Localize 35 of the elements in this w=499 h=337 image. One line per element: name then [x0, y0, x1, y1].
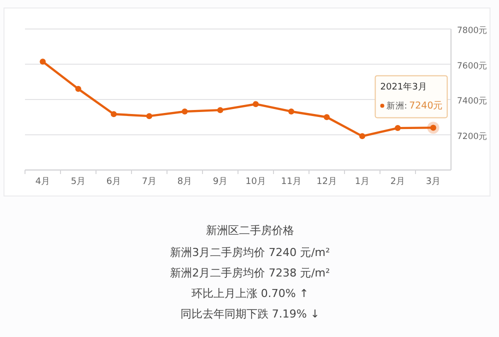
data-label: 7240元 [409, 100, 444, 112]
text: 新洲3月二手房均价 7240 元/m² [170, 246, 330, 259]
x-tick-label: 10月 [246, 177, 266, 187]
x-tick-label: 4月 [35, 177, 50, 187]
x-tick-label: 1月 [354, 177, 370, 187]
legend-label: 新洲: [386, 100, 408, 112]
y-tick-label: 7200元 [457, 130, 488, 142]
x-tick-label: 5月 [70, 177, 86, 187]
text: 环比上月上涨 0.70% ↑ [191, 287, 309, 300]
x-tick-label: 2月 [390, 177, 406, 187]
point [394, 125, 401, 132]
point [252, 101, 259, 108]
x-tick-label: 9月 [212, 177, 228, 187]
x-tick-label: 3月 [426, 177, 441, 187]
point [217, 107, 224, 114]
y-tick-label: 7800元 [457, 25, 488, 36]
y-tick-label: 7600元 [457, 60, 488, 72]
text: 新洲区二手房价格 [206, 224, 294, 237]
point [288, 108, 294, 114]
annotation: 2021年3月 [380, 82, 427, 93]
point [324, 114, 330, 120]
x-tick-label: 6月 [106, 177, 122, 187]
point [359, 133, 366, 140]
text: 新洲2月二手房均价 7238 元/m² [170, 266, 330, 280]
point [110, 111, 117, 118]
x-tick-label: 11月 [281, 177, 302, 187]
x-tick-label: 7月 [142, 177, 157, 187]
text: 同比去年同期下跌 7.19% ↓ [180, 308, 320, 320]
point [146, 113, 152, 120]
point [75, 86, 82, 92]
y-tick-label: 7400元 [457, 96, 488, 106]
point [40, 58, 46, 65]
point [182, 108, 188, 114]
x-tick-label: 8月 [177, 177, 192, 187]
x-tick-label: 12月 [316, 177, 337, 187]
